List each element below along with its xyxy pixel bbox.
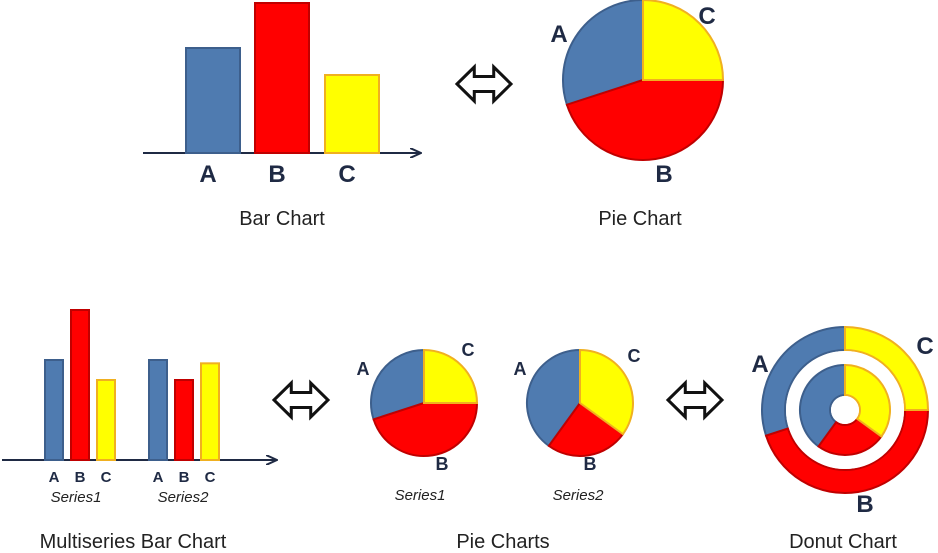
pie2-slice-b	[547, 401, 625, 457]
donut-label-c: C	[916, 333, 933, 360]
donut-outer-segment-c	[844, 325, 930, 411]
bar-b	[254, 2, 310, 154]
pie1-slice-b	[372, 402, 479, 457]
series1-cat-label-b: B	[75, 469, 86, 486]
pie2-slice-c	[579, 348, 634, 436]
pie-label-a: A	[550, 21, 567, 48]
donut-chart: A B C Donut Chart	[751, 325, 934, 553]
series2-cat-label-b: B	[179, 469, 190, 486]
multiseries-bar-chart-caption: Multiseries Bar Chart	[40, 531, 227, 553]
pie1-slice-a	[370, 348, 425, 421]
series2-label: Series2	[158, 489, 210, 506]
donut-label-a: A	[751, 351, 768, 378]
pie-chart: A B C Pie Chart	[550, 0, 725, 230]
donut-inner-segment-a	[799, 363, 846, 448]
double-arrow-icon	[665, 379, 725, 421]
pie1-label-a: A	[357, 359, 370, 379]
donut-chart-caption: Donut Chart	[789, 531, 897, 553]
pie-chart-caption: Pie Chart	[598, 208, 682, 230]
bar-chart-caption: Bar Chart	[239, 208, 325, 230]
series2-cat-label-c: C	[205, 469, 216, 486]
series1-cat-label-c: C	[101, 469, 112, 486]
series1-cat-label-a: A	[49, 469, 60, 486]
pie1-slice-c	[423, 348, 479, 404]
bar-a	[185, 47, 241, 154]
pie-label-b: B	[655, 161, 672, 188]
pie2-series-label: Series2	[553, 487, 605, 504]
pie-slice-a	[562, 0, 644, 106]
donut-inner-segment-c	[844, 363, 891, 438]
pie-charts: A B C A B C Series1 Series2 Pie Charts	[357, 340, 641, 553]
pie1-series-label: Series1	[395, 487, 446, 504]
series1-bar-b	[70, 309, 90, 461]
series1-label: Series1	[51, 489, 102, 506]
bar-c	[324, 74, 380, 154]
donut-inner-segment-b	[817, 417, 883, 456]
donut-label-b: B	[856, 491, 873, 518]
double-arrow-shape	[454, 63, 514, 105]
series2-bar-c	[200, 362, 220, 462]
bar-chart: A B C Bar Chart	[143, 2, 420, 230]
pie1-label-c: C	[462, 340, 475, 360]
pie2-label-c: C	[628, 346, 641, 366]
pie1-label-b: B	[436, 454, 449, 474]
pie-charts-caption: Pie Charts	[456, 531, 549, 553]
pie2-label-a: A	[514, 359, 527, 379]
pie-slice-c	[642, 0, 725, 81]
double-arrow-shape	[665, 379, 725, 421]
series1-bar-c	[96, 379, 116, 461]
pie2-label-b: B	[584, 454, 597, 474]
double-arrow-icon	[271, 379, 331, 421]
bar-label-c: C	[338, 161, 355, 188]
donut-gap-ring	[786, 351, 904, 469]
pie-label-c: C	[698, 3, 715, 30]
series1-bar-a	[44, 359, 64, 461]
pie-slice-b	[565, 79, 725, 161]
series2-bar-a	[148, 359, 168, 461]
pie2-slice-a	[526, 348, 581, 448]
double-arrow-shape	[271, 379, 331, 421]
bar-label-a: A	[199, 161, 216, 188]
bar-label-b: B	[268, 161, 285, 188]
donut-outer-segment-b	[764, 409, 930, 494]
series2-cat-label-a: A	[153, 469, 164, 486]
double-arrow-icon	[454, 63, 514, 105]
series2-bar-b	[174, 379, 194, 461]
donut-hole	[831, 396, 859, 424]
